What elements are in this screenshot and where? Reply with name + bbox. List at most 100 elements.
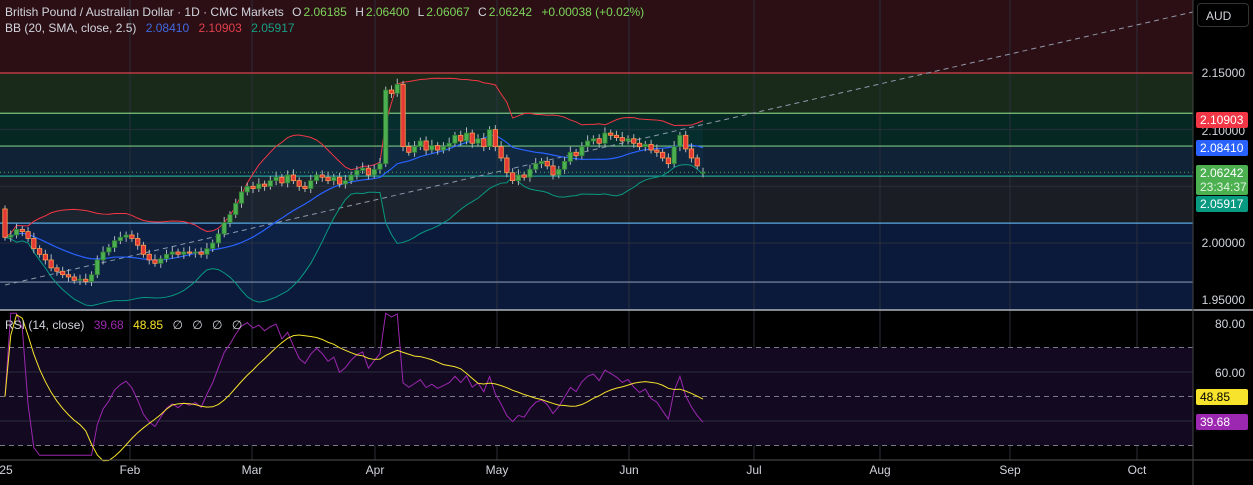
candle-down <box>129 234 135 239</box>
candle-down <box>152 259 158 264</box>
bb-fill <box>5 78 703 306</box>
change-value: +0.00038 (+0.02%) <box>541 5 645 19</box>
candle-up <box>440 146 447 151</box>
candle-up <box>163 253 170 260</box>
bb-legend[interactable]: BB (20, SMA, close, 2.5) 2.08410 2.10903… <box>5 21 297 35</box>
candle-up <box>486 129 493 148</box>
candle-up <box>515 174 522 182</box>
symbol-legend: British Pound / Australian Dollar · 1D ·… <box>5 5 646 19</box>
bb-lower-value: 2.05917 <box>251 21 295 35</box>
rsi-line <box>4 312 704 456</box>
candle-up <box>348 174 354 182</box>
bb-upper-badge: 2.10903 <box>1196 112 1248 128</box>
candle-up <box>210 242 216 250</box>
candle-down <box>319 174 325 178</box>
candle-up <box>671 146 677 165</box>
time-label: Mar <box>241 463 263 477</box>
candle-down <box>54 267 60 272</box>
price-tick: 2.00000 <box>1201 236 1245 250</box>
candle-up <box>625 138 631 142</box>
rsi-extra-values: ∅ ∅ ∅ ∅ <box>172 318 246 332</box>
candle-up <box>192 251 198 254</box>
level-zone <box>0 146 1193 177</box>
time-label: Aug <box>869 463 891 477</box>
candle-up <box>417 140 423 148</box>
candle-down <box>2 208 8 238</box>
candle-down <box>146 253 152 261</box>
candle-up <box>94 259 100 276</box>
candle-up <box>8 234 14 238</box>
time-label: Sep <box>999 463 1021 477</box>
candle-up <box>567 151 573 162</box>
candle-up <box>533 163 539 170</box>
candle-down <box>250 185 256 189</box>
candle-down <box>573 151 579 157</box>
candle-down <box>175 251 181 255</box>
candle-up <box>123 234 129 238</box>
candle-up <box>411 146 418 153</box>
candle-up <box>527 168 533 178</box>
level-zone <box>0 282 1193 310</box>
candle-down <box>619 137 625 142</box>
candle-down <box>498 146 504 159</box>
price-tick: 1.95000 <box>1201 293 1245 307</box>
candle-up <box>308 180 314 189</box>
candle-up <box>204 248 210 255</box>
candle-up <box>106 247 112 253</box>
currency-button[interactable]: AUD <box>1197 3 1249 27</box>
high-value: 2.06400 <box>365 5 410 19</box>
candle-down <box>25 231 31 239</box>
low-value: 2.06067 <box>426 5 470 19</box>
candle-up <box>227 214 233 223</box>
time-label: Apr <box>365 463 385 477</box>
candle-down <box>613 134 620 138</box>
candle-down <box>596 138 602 144</box>
candle-up <box>238 191 245 204</box>
candle-down <box>665 157 671 165</box>
candle-up <box>342 180 348 185</box>
candle-down <box>435 145 441 151</box>
rsi-tick: 60.00 <box>1214 366 1245 380</box>
bb-upper-value: 2.10903 <box>198 21 242 35</box>
open-value: 2.06185 <box>303 5 347 19</box>
candle-up <box>394 83 400 94</box>
close-label: C <box>478 5 487 19</box>
rsi-title: RSI (14, close) <box>5 318 85 332</box>
candle-down <box>504 157 510 174</box>
candle-down <box>261 183 268 187</box>
candle-up <box>331 176 337 182</box>
candle-up <box>642 143 648 148</box>
candle-down <box>325 176 331 182</box>
candle-down <box>279 176 285 184</box>
candle-up <box>313 174 320 182</box>
candle-down <box>544 160 550 167</box>
bb-lower-badge: 2.05917 <box>1196 196 1248 212</box>
candle-down <box>42 253 48 261</box>
candle-up <box>100 251 106 261</box>
candle-down <box>510 172 516 182</box>
symbol-title[interactable]: British Pound / Australian Dollar · 1D ·… <box>5 5 284 19</box>
candle-up <box>360 167 366 171</box>
candle-down <box>683 134 689 150</box>
candle-down <box>631 138 637 144</box>
candle-up <box>77 278 83 281</box>
rsi-badge: 39.68 <box>1196 414 1248 430</box>
candle-up <box>561 160 568 170</box>
candle-down <box>186 251 193 254</box>
time-label: Oct <box>1127 463 1147 477</box>
bb-basis-value: 2.08410 <box>145 21 190 35</box>
candle-down <box>198 251 204 255</box>
candle-up <box>285 174 291 184</box>
candle-up <box>244 185 250 193</box>
time-label: Jul <box>746 463 762 477</box>
candle-down <box>423 140 429 151</box>
candle-down <box>71 276 77 281</box>
candle-up <box>452 134 458 144</box>
candle-down <box>481 138 487 148</box>
candle-up <box>677 134 683 148</box>
candle-down <box>48 259 54 269</box>
candle-down <box>550 165 556 176</box>
candle-down <box>83 278 89 282</box>
rsi-legend[interactable]: RSI (14, close) 39.68 48.85 ∅ ∅ ∅ ∅ <box>5 318 247 332</box>
